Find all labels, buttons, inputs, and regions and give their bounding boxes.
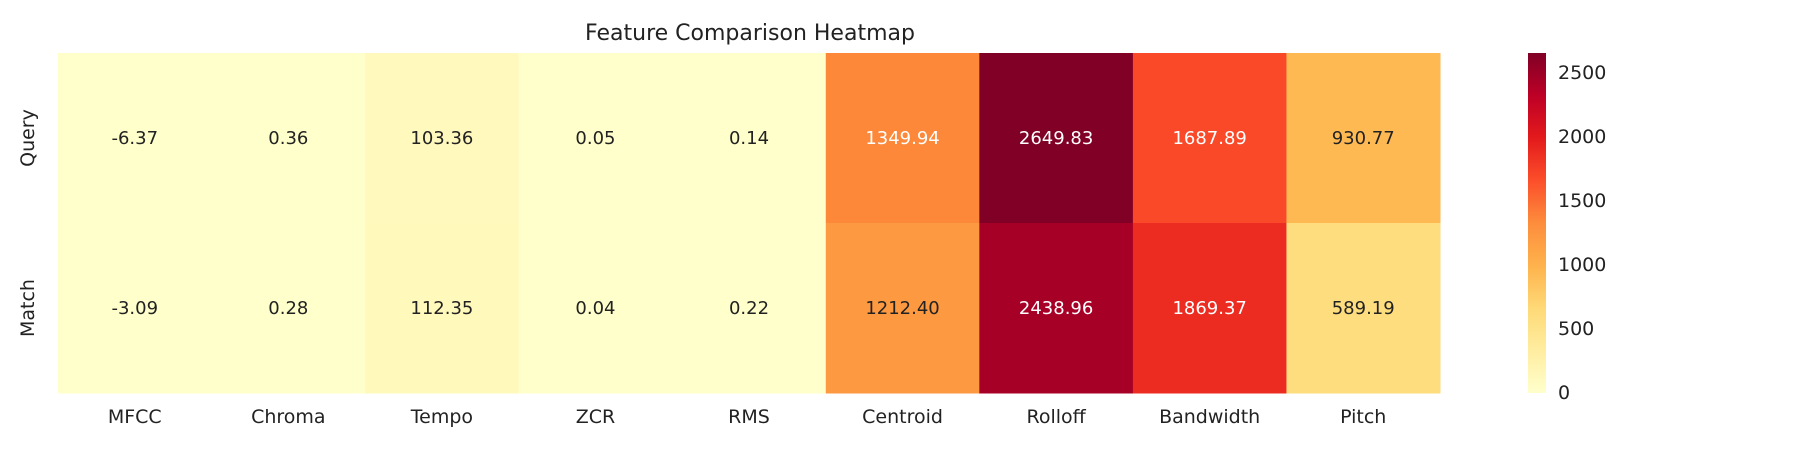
chart-title: Feature Comparison Heatmap	[585, 21, 915, 46]
colorbar	[1528, 53, 1546, 393]
heatmap-cell-query-centroid	[825, 53, 980, 224]
heatmap-cell-query-rolloff	[979, 53, 1134, 224]
cell-value-label-query-pitch: 930.77	[1332, 128, 1395, 149]
heatmap-labels-layer: -6.37 0.36 103.36 0.05 0.14 1349.94 2649.83 168…	[111, 128, 1394, 319]
x-axis-labels-layer: MFCC Chroma Tempo ZCR RMS Centroid Rolloff Band…	[108, 406, 1387, 428]
heatmap-cell-query-mfcc	[58, 53, 213, 224]
x-tick-label-zcr: ZCR	[576, 406, 615, 428]
heatmap-cell-match-tempo	[365, 223, 520, 394]
cell-value-label-match-rms: 0.22	[729, 298, 769, 319]
x-tick-label-tempo: Tempo	[410, 406, 473, 428]
cell-value-label-query-mfcc: -6.37	[111, 128, 158, 149]
colorbar-tick-label-1500: 1500	[1558, 190, 1606, 212]
heatmap-cell-match-zcr	[518, 223, 673, 394]
y-tick-label-query: Query	[17, 109, 39, 167]
cell-value-label-match-chroma: 0.28	[268, 298, 308, 319]
colorbar-tick-label-2500: 2500	[1558, 62, 1606, 84]
heatmap-cell-match-centroid	[825, 223, 980, 394]
x-tick-label-chroma: Chroma	[251, 406, 325, 428]
x-tick-label-bandwidth: Bandwidth	[1159, 406, 1260, 428]
heatmap-cell-match-pitch	[1286, 223, 1441, 394]
heatmap-cell-query-pitch	[1286, 53, 1441, 224]
cell-value-label-query-rms: 0.14	[729, 128, 769, 149]
cell-value-label-query-bandwidth: 1687.89	[1172, 128, 1246, 149]
x-tick-label-pitch: Pitch	[1340, 406, 1386, 428]
cell-value-label-query-zcr: 0.05	[575, 128, 615, 149]
heatmap-cell-query-zcr	[518, 53, 673, 224]
heatmap-cell-match-mfcc	[58, 223, 213, 394]
cell-value-label-query-rolloff: 2649.83	[1019, 128, 1093, 149]
y-tick-label-match: Match	[17, 279, 39, 337]
colorbar-layer: 0 500 1000 1500 2000 2500	[1528, 53, 1606, 404]
heatmap-cells-layer	[58, 53, 1441, 394]
x-tick-label-rolloff: Rolloff	[1026, 406, 1086, 428]
cell-value-label-query-tempo: 103.36	[410, 128, 473, 149]
heatmap-cell-query-bandwidth	[1132, 53, 1287, 224]
colorbar-tick-label-1000: 1000	[1558, 254, 1606, 276]
cell-value-label-query-chroma: 0.36	[268, 128, 308, 149]
cell-value-label-match-zcr: 0.04	[575, 298, 615, 319]
cell-value-label-match-centroid: 1212.40	[865, 298, 939, 319]
cell-value-label-match-rolloff: 2438.96	[1019, 298, 1093, 319]
cell-value-label-match-mfcc: -3.09	[111, 298, 158, 319]
colorbar-tick-label-0: 0	[1558, 382, 1570, 404]
heatmap-cell-match-rolloff	[979, 223, 1134, 394]
colorbar-tick-label-2000: 2000	[1558, 126, 1606, 148]
heatmap-cell-match-bandwidth	[1132, 223, 1287, 394]
cell-value-label-match-tempo: 112.35	[410, 298, 473, 319]
x-tick-label-rms: RMS	[728, 406, 770, 428]
y-axis-labels-layer: Query Match	[17, 109, 39, 337]
x-tick-label-mfcc: MFCC	[108, 406, 162, 428]
heatmap-cell-match-chroma	[211, 223, 366, 394]
cell-value-label-query-centroid: 1349.94	[865, 128, 939, 149]
heatmap-cell-query-chroma	[211, 53, 366, 224]
heatmap-cell-match-rms	[672, 223, 827, 394]
cell-value-label-match-pitch: 589.19	[1332, 298, 1395, 319]
cell-value-label-match-bandwidth: 1869.37	[1172, 298, 1246, 319]
colorbar-tick-label-500: 500	[1558, 318, 1594, 340]
x-tick-label-centroid: Centroid	[862, 406, 943, 428]
heatmap-cell-query-tempo	[365, 53, 520, 224]
heatmap-cell-query-rms	[672, 53, 827, 224]
